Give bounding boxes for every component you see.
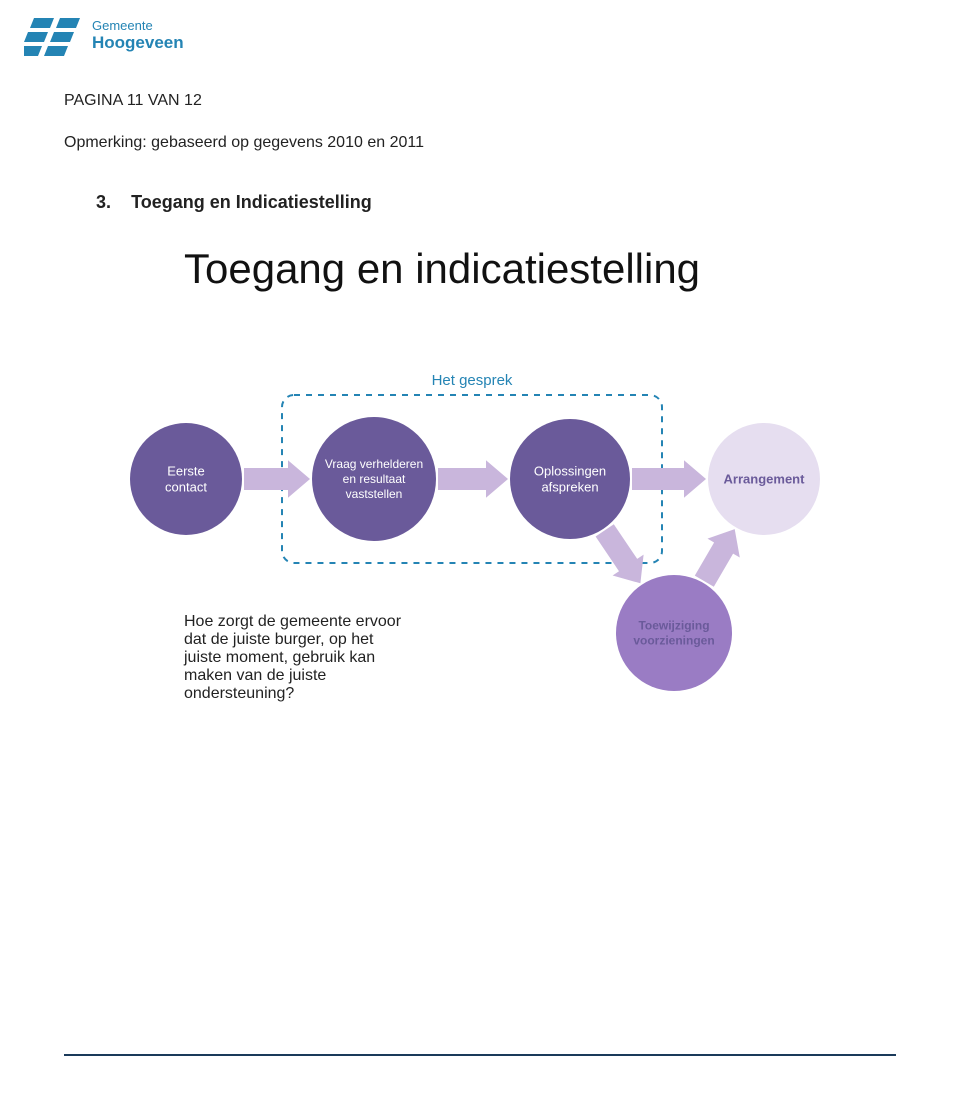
gesprek-label: Het gesprek xyxy=(432,372,513,389)
svg-text:contact: contact xyxy=(165,480,207,495)
svg-text:Arrangement: Arrangement xyxy=(724,472,806,487)
footer-rule xyxy=(64,1054,896,1056)
big-title: Toegang en indicatiestelling xyxy=(64,245,896,293)
svg-text:vaststellen: vaststellen xyxy=(346,487,403,501)
note-text: Opmerking: gebaseerd op gegevens 2010 en… xyxy=(64,134,896,152)
logo: Gemeente Hoogeveen xyxy=(24,12,204,60)
svg-text:Toewijziging: Toewijziging xyxy=(638,619,709,633)
svg-text:Vraag verhelderen: Vraag verhelderen xyxy=(325,457,423,471)
section-number: 3. xyxy=(96,192,111,212)
svg-text:Oplossingen: Oplossingen xyxy=(534,464,606,479)
svg-text:Gemeente: Gemeente xyxy=(92,18,153,33)
svg-text:afspreken: afspreken xyxy=(541,480,598,495)
svg-text:Hoogeveen: Hoogeveen xyxy=(92,33,184,52)
section-title: Toegang en Indicatiestelling xyxy=(131,192,372,212)
svg-text:en resultaat: en resultaat xyxy=(343,472,406,486)
page-number: PAGINA 11 VAN 12 xyxy=(64,92,896,110)
svg-text:Eerste: Eerste xyxy=(167,464,205,479)
logo-mark-icon: Gemeente Hoogeveen xyxy=(24,12,204,60)
svg-text:voorzieningen: voorzieningen xyxy=(633,634,714,648)
section-heading: 3. Toegang en Indicatiestelling xyxy=(64,192,896,213)
